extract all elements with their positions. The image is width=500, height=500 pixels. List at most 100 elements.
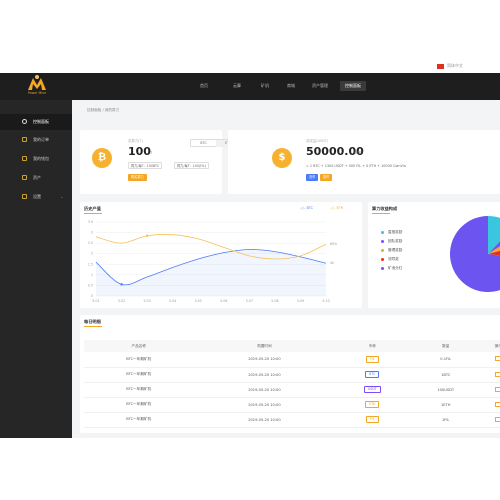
language-selector[interactable]: 简体中文: [447, 63, 463, 68]
col-time: 购置时间: [193, 340, 336, 352]
cell-coin: USDT: [335, 382, 410, 398]
cell-action: [482, 352, 500, 368]
legend-eth[interactable]: -○- ETH: [330, 206, 344, 210]
withdraw-button[interactable]: 提币: [320, 174, 333, 181]
history-line-chart: 3.5 3 2.5 2 1.5 1 0.5 05-01 5-02 5-03 5-04 5-05 5-06…: [88, 220, 337, 303]
x-tick-label: 5-06: [220, 299, 227, 303]
pie-title: 算力收益构成: [372, 206, 398, 214]
row-action-button[interactable]: [494, 356, 500, 362]
col-coin: 币种: [335, 340, 410, 352]
cell-product: BTC一年期矿机: [84, 397, 194, 413]
pie-legend-item[interactable]: 管理奖励: [381, 248, 402, 253]
nav-cloud[interactable]: 云算: [233, 83, 241, 88]
x-tick-label: 5-05: [195, 299, 202, 303]
cell-product: BTC一年期矿机: [84, 367, 194, 383]
chevron-down-icon: ⌄: [60, 194, 64, 199]
series-line-btc: [95, 249, 327, 286]
flag-icon[interactable]: [437, 64, 444, 69]
series-line-eth: [95, 234, 327, 260]
nav-mall[interactable]: 商城: [287, 83, 295, 88]
x-tick-label: 5-07: [246, 299, 253, 303]
cell-qty: 100USDT: [409, 382, 483, 398]
cell-coin: ETH: [335, 397, 410, 413]
data-point[interactable]: [145, 234, 149, 237]
cell-qty: 1FIL: [409, 412, 483, 428]
cell-action: [482, 382, 500, 398]
legend-eth-label: ETH: [336, 206, 344, 210]
income-pie-chart: [450, 216, 500, 292]
logo[interactable]: Power Mine: [24, 74, 50, 99]
nav-miner[interactable]: 矿机: [261, 83, 269, 88]
deposit-button[interactable]: 充币: [306, 174, 319, 181]
pie-legend-item[interactable]: 矿池分红: [381, 266, 402, 271]
settings-icon: [22, 194, 27, 199]
legend-dot-icon: [381, 240, 384, 243]
pie-slice[interactable]: [488, 234, 500, 254]
daily-detail-title: 每日明细: [84, 319, 102, 327]
y-tick-label: 1.5: [88, 262, 93, 266]
legend-dot-icon: [381, 258, 384, 261]
pie-legend-label: 直推奖励: [388, 230, 403, 234]
row-action-button[interactable]: [494, 386, 500, 392]
pie-legend-item[interactable]: 直推奖励: [381, 230, 403, 235]
pie-slice[interactable]: [450, 216, 500, 292]
top-strip: 简体中文: [0, 60, 500, 73]
btc-area: [96, 249, 326, 296]
nav-dashboard[interactable]: 控制面板: [340, 81, 366, 91]
pie-slice[interactable]: [488, 226, 500, 254]
sidebar-item-wallet[interactable]: 我的钱包: [0, 151, 72, 167]
cell-qty: 1BTC: [409, 367, 483, 383]
income-card: $ 总收益(USDT) 50000.00 USDT = 1 BTC + 1300…: [228, 130, 500, 194]
income-detail: = 1 BTC + 1300 USDT + 500 FIL + 0 ETH + …: [306, 164, 406, 168]
sidebar-item-label: 我的钱包: [33, 156, 49, 161]
nav-home[interactable]: 首页: [200, 83, 208, 88]
nav-assets[interactable]: 资产管理: [312, 83, 328, 88]
data-point[interactable]: [120, 283, 123, 286]
cell-coin: BTC: [335, 367, 410, 383]
legend-dot-icon: [381, 231, 384, 234]
cell-time: 2019-05-20 10:00: [193, 367, 336, 383]
right-label-btc: 40: [330, 261, 334, 265]
coin-tag: USDT: [363, 386, 381, 393]
x-tick-label: 5-03: [143, 299, 150, 303]
pie-slice[interactable]: [488, 216, 500, 254]
legend-btc-label: BTC: [306, 206, 314, 210]
cell-coin: FIL: [335, 412, 410, 428]
col-product: 产品名称: [84, 340, 194, 352]
income-caption: 总收益(USDT): [306, 139, 329, 143]
cell-time: 2019-05-20 10:00: [193, 352, 336, 368]
cell-product: BTC一年期矿机: [84, 412, 194, 428]
sidebar-item-label: 设置: [33, 194, 41, 199]
sidebar: 控制面板 我的订单 我的钱包 资产 设置 ⌄: [0, 100, 72, 438]
row-action-button[interactable]: [494, 401, 500, 407]
pie-slice[interactable]: [488, 245, 500, 259]
buy-hashrate-button[interactable]: 购买算力: [128, 174, 147, 181]
sidebar-item-settings[interactable]: 设置 ⌄: [0, 189, 72, 205]
sidebar-item-orders[interactable]: 我的订单: [0, 132, 72, 148]
x-tick-label: 5-08: [271, 299, 278, 303]
income-unit: USDT: [354, 151, 364, 155]
cell-action: [482, 367, 500, 383]
logo-text: Power Mine: [27, 91, 47, 95]
col-action: 操作: [482, 340, 500, 352]
row-action-button[interactable]: [494, 416, 500, 422]
row-action-button[interactable]: [494, 371, 500, 377]
y-tick-label: 0.5: [88, 283, 93, 287]
daily-detail-card: 每日明细 产品名称 购置时间 币种 数量 操作 BTC一年期矿机2019-05-…: [80, 315, 500, 433]
pie-legend-item[interactable]: 领导奖: [381, 257, 399, 262]
header-bar: Power Mine 首页 云算 矿机 商城 资产管理 控制面板: [0, 73, 500, 100]
col-qty: 数量: [409, 340, 483, 352]
cell-product: BTC一年期矿机: [84, 382, 194, 398]
x-tick-label: 5-09: [297, 299, 304, 303]
coin-tag: FIL: [365, 355, 379, 363]
pie-legend-label: 团队奖励: [388, 239, 403, 243]
tab-btc[interactable]: BTC: [200, 141, 207, 145]
sidebar-item-dashboard[interactable]: 控制面板: [0, 114, 72, 130]
pie-legend-item[interactable]: 团队奖励: [381, 239, 403, 244]
sidebar-item-assets[interactable]: 资产: [0, 170, 72, 186]
y-tick-label: 1: [91, 273, 93, 277]
money-bag-icon: $: [272, 148, 292, 168]
legend-btc[interactable]: -○- BTC: [300, 206, 314, 210]
hashrate-value: 100: [128, 145, 151, 158]
